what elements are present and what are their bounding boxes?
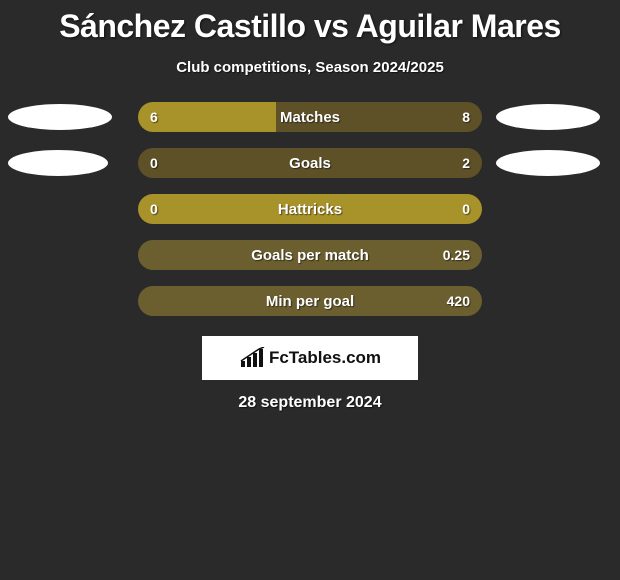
bar-right-fill: [138, 148, 482, 178]
stat-left-value: 6: [150, 109, 158, 125]
right-ellipse: [496, 150, 600, 176]
bar-right-fill: [276, 102, 482, 132]
left-ellipse: [8, 150, 108, 176]
right-ellipse: [496, 104, 600, 130]
stat-bar: 6Matches8: [138, 102, 482, 132]
subtitle: Club competitions, Season 2024/2025: [176, 59, 444, 76]
stat-bar: 0Goals2: [138, 148, 482, 178]
page-title: Sánchez Castillo vs Aguilar Mares: [59, 8, 561, 45]
stat-bar: Min per goal420: [138, 286, 482, 316]
stat-row-gpm: Goals per match0.25: [0, 240, 620, 270]
stat-bar: Goals per match0.25: [138, 240, 482, 270]
bars-icon: [239, 347, 265, 369]
stat-row-mpg: Min per goal420: [0, 286, 620, 316]
bar-left-fill: [138, 194, 482, 224]
infographic-container: Sánchez Castillo vs Aguilar Mares Club c…: [0, 0, 620, 412]
stat-row-matches: 6Matches8: [0, 102, 620, 132]
stat-row-hattricks: 0Hattricks0: [0, 194, 620, 224]
stat-row-goals: 0Goals2: [0, 148, 620, 178]
stat-right-value: 0.25: [443, 247, 470, 263]
bar-left-fill: [138, 102, 276, 132]
stat-right-value: 8: [462, 109, 470, 125]
stat-left-value: 0: [150, 201, 158, 217]
stat-left-value: 0: [150, 155, 158, 171]
bar-right-fill: [138, 286, 482, 316]
stats-rows: 6Matches8 0Goals2 0Hattricks0 Goals per mat…: [0, 102, 620, 316]
source-logo: FcTables.com: [202, 336, 418, 380]
stat-bar: 0Hattricks0: [138, 194, 482, 224]
bar-right-fill: [138, 240, 482, 270]
logo-text: FcTables.com: [269, 348, 381, 368]
stat-right-value: 2: [462, 155, 470, 171]
left-ellipse: [8, 104, 112, 130]
stat-right-value: 420: [447, 293, 470, 309]
date-text: 28 september 2024: [238, 394, 381, 412]
stat-right-value: 0: [462, 201, 470, 217]
